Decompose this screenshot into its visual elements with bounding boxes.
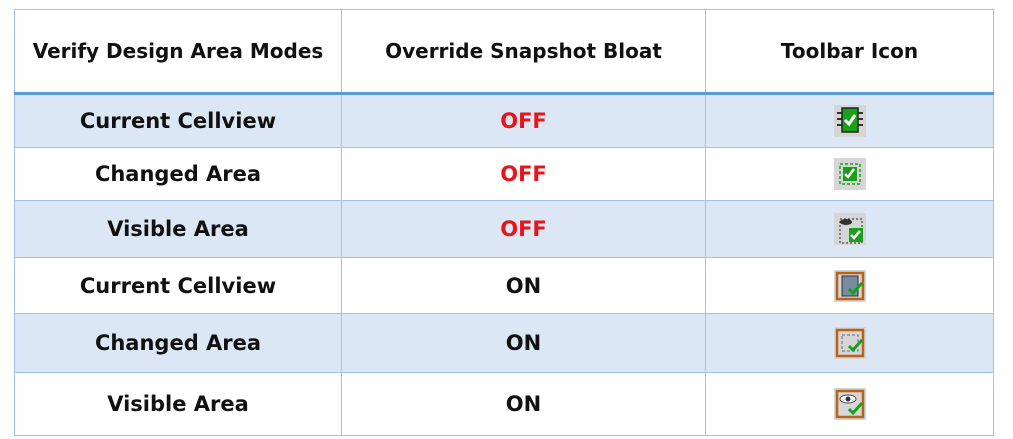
mode-cell: Changed Area: [14, 147, 342, 201]
header-bloat: Override Snapshot Bloat: [341, 9, 706, 94]
chip-check-icon: [833, 105, 866, 137]
header-row: Verify Design Area Modes Override Snapsh…: [14, 9, 994, 94]
icon-cell: [705, 200, 994, 258]
icon-cell: [705, 372, 994, 436]
changed-area-check-bloat-icon: [833, 327, 866, 359]
bloat-cell: ON: [341, 372, 706, 436]
mode-cell: Current Cellview: [14, 257, 342, 314]
table-row: Current Cellview ON: [14, 257, 994, 314]
header-mode: Verify Design Area Modes: [14, 9, 342, 94]
bloat-cell: OFF: [341, 147, 706, 201]
table-row: Changed Area OFF: [14, 147, 994, 201]
eye-area-check-bloat-icon: [833, 388, 866, 420]
table-row: Changed Area ON: [14, 313, 994, 373]
mode-cell: Changed Area: [14, 313, 342, 373]
eye-area-check-icon: [833, 213, 866, 245]
header-icon: Toolbar Icon: [705, 9, 994, 94]
chip-check-bloat-icon: [833, 269, 866, 302]
icon-cell: [705, 257, 994, 314]
mode-cell: Visible Area: [14, 200, 342, 258]
table-row: Visible Area OFF: [14, 200, 994, 258]
table-row: Visible Area ON: [14, 372, 994, 436]
mode-cell: Visible Area: [14, 372, 342, 436]
icon-cell: [705, 147, 994, 201]
bloat-cell: OFF: [341, 93, 706, 148]
mode-cell: Current Cellview: [14, 93, 342, 148]
verify-design-area-table: Verify Design Area Modes Override Snapsh…: [14, 9, 994, 436]
bloat-cell: ON: [341, 313, 706, 373]
changed-area-check-icon: [833, 158, 866, 190]
icon-cell: [705, 313, 994, 373]
bloat-cell: OFF: [341, 200, 706, 258]
table-row: Current Cellview OFF: [14, 93, 994, 148]
icon-cell: [705, 93, 994, 148]
bloat-cell: ON: [341, 257, 706, 314]
